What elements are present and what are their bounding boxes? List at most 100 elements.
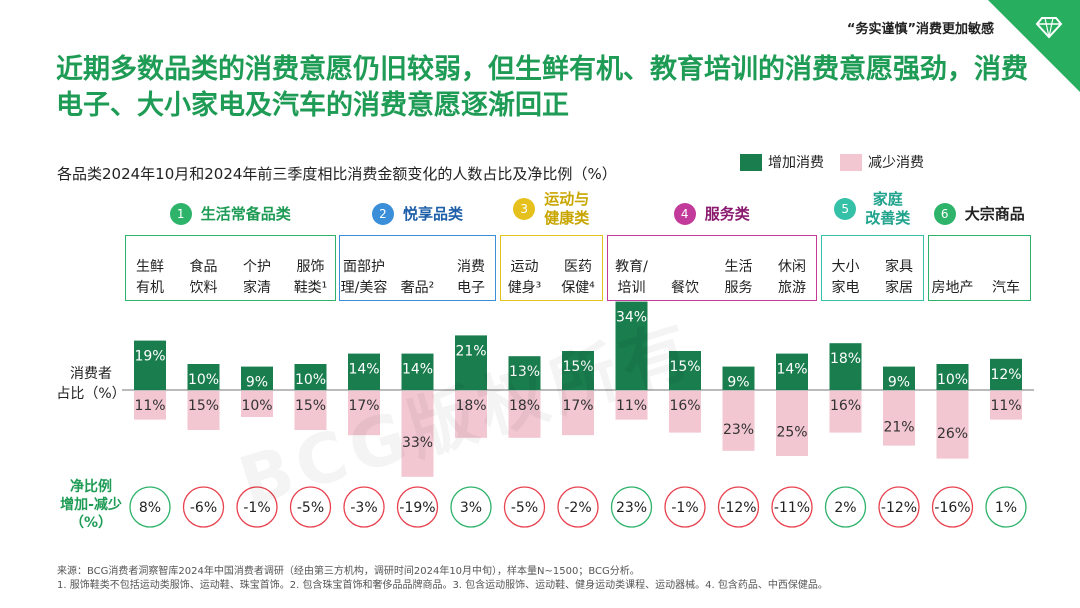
- group-label: 服务类: [704, 204, 750, 223]
- increase-bar: [776, 353, 808, 390]
- decrease-bar: [722, 391, 755, 451]
- increase-value-label: 10%: [188, 372, 219, 388]
- category-label: 餐饮: [671, 280, 699, 296]
- decrease-value-label: 10%: [241, 398, 272, 414]
- net-value-circle: [985, 486, 1027, 528]
- decrease-bar: [829, 391, 862, 433]
- decrease-bar: [455, 391, 487, 438]
- category-label: 运动 健身³: [507, 259, 542, 296]
- diamond-hand-icon: [1035, 17, 1063, 39]
- category-label: 食品 饮料: [189, 259, 218, 296]
- group-box-2: [339, 235, 496, 301]
- decrease-value-label: 33%: [402, 435, 433, 451]
- legend: 增加消费 减少消费: [740, 152, 940, 172]
- net-row-label: 净比例 增加-减少 （%）: [60, 479, 122, 531]
- increase-value-label: 13%: [509, 364, 540, 380]
- net-value-circle: [182, 486, 225, 528]
- group-label: 家庭 改善类: [865, 190, 911, 227]
- net-value-circle: [236, 486, 278, 528]
- group-header-6: 6 大宗商品: [928, 203, 1032, 225]
- decrease-value-label: 18%: [509, 398, 540, 414]
- category-label: 家具 家居: [885, 259, 913, 296]
- group-number-badge: 1: [169, 203, 192, 225]
- group-header-3: 3 运动与 健康类: [500, 190, 604, 228]
- increase-value-label: 12%: [990, 367, 1021, 383]
- decrease-bar: [562, 391, 594, 436]
- net-value-label: -2%: [564, 500, 591, 516]
- group-number-badge: 4: [673, 203, 696, 225]
- decrease-bar: [990, 391, 1022, 420]
- net-value-circle: [503, 486, 546, 528]
- net-value-label: -1%: [671, 500, 698, 516]
- category-label: 医药 保健⁴: [561, 259, 595, 296]
- net-value-label: 8%: [139, 500, 161, 516]
- decrease-value-label: 11%: [134, 398, 165, 414]
- increase-value-label: 18%: [830, 351, 861, 367]
- net-value-label: -6%: [190, 500, 217, 516]
- increase-value-label: 19%: [134, 349, 165, 365]
- increase-value-label: 10%: [937, 372, 968, 388]
- net-value-label: 1%: [995, 500, 1017, 516]
- group-number-badge: 5: [834, 198, 857, 220]
- net-value-circle: [771, 486, 813, 528]
- net-value-circle: [343, 486, 385, 528]
- group-number-badge: 6: [933, 203, 956, 225]
- increase-value-label: 14%: [348, 362, 379, 378]
- group-number-badge: 2: [371, 203, 394, 225]
- group-box-3: [499, 235, 603, 301]
- group-box-1: [125, 235, 336, 301]
- increase-value-label: 9%: [888, 375, 910, 391]
- decrease-value-label: 15%: [295, 398, 326, 414]
- category-label: 房地产: [931, 280, 974, 296]
- decrease-value-label: 11%: [616, 398, 647, 414]
- decrease-bar: [348, 391, 380, 436]
- tagline: “务实谨慎”消费更加敏感: [846, 22, 994, 37]
- increase-value-label: 9%: [246, 375, 268, 391]
- increase-bar: [401, 353, 434, 390]
- increase-value-label: 10%: [295, 372, 326, 388]
- net-value-label: -16%: [934, 500, 970, 516]
- category-label: 休闲 旅游: [778, 259, 806, 296]
- footnotes: 来源：BCG消费者洞察智库2024年中国消费者调研（经由第三方机构，调研时间20…: [57, 565, 828, 593]
- net-value-circle: [450, 486, 492, 528]
- net-value-label: 23%: [616, 500, 647, 516]
- decrease-value-label: 16%: [669, 398, 700, 414]
- increase-value-label: 9%: [727, 375, 749, 391]
- group-label: 大宗商品: [964, 204, 1025, 223]
- increase-bar: [348, 353, 380, 390]
- increase-bar: [883, 366, 915, 390]
- category-label: 生活 服务: [724, 259, 753, 296]
- legend-decrease-swatch: [840, 153, 862, 171]
- decrease-value-label: 11%: [990, 398, 1021, 414]
- category-label: 奢品²: [400, 280, 435, 296]
- decrease-bar: [669, 391, 701, 433]
- group-box-6: [927, 235, 1031, 301]
- decrease-value-label: 18%: [455, 398, 486, 414]
- group-header-4: 4 服务类: [607, 203, 818, 225]
- decrease-value-label: 17%: [562, 398, 593, 414]
- increase-bar: [508, 356, 541, 390]
- category-label: 面部护 理/美容: [340, 259, 388, 296]
- group-box-4: [606, 235, 817, 301]
- group-box-5: [820, 235, 924, 301]
- net-value-label: -1%: [243, 500, 270, 516]
- decrease-value-label: 26%: [937, 426, 968, 442]
- net-value-label: -12%: [720, 500, 756, 516]
- decrease-bar: [936, 391, 969, 459]
- decrease-bar: [134, 391, 166, 420]
- net-value-label: -11%: [774, 500, 810, 516]
- net-value-label: 2%: [834, 500, 856, 516]
- category-label: 教育/ 培训: [615, 259, 648, 296]
- net-value-label: -3%: [350, 500, 377, 516]
- legend-decrease: 减少消费: [840, 152, 924, 172]
- net-value-circle: [878, 486, 920, 528]
- decrease-value-label: 23%: [723, 422, 754, 438]
- increase-value-label: 14%: [776, 362, 807, 378]
- net-value-circle: [557, 486, 599, 528]
- net-value-label: 3%: [460, 500, 482, 516]
- increase-value-label: 34%: [616, 310, 647, 326]
- group-label: 悦享品类: [402, 204, 463, 223]
- category-label: 大小 家电: [831, 259, 860, 296]
- group-label: 运动与 健康类: [544, 190, 590, 227]
- increase-bar: [294, 364, 327, 390]
